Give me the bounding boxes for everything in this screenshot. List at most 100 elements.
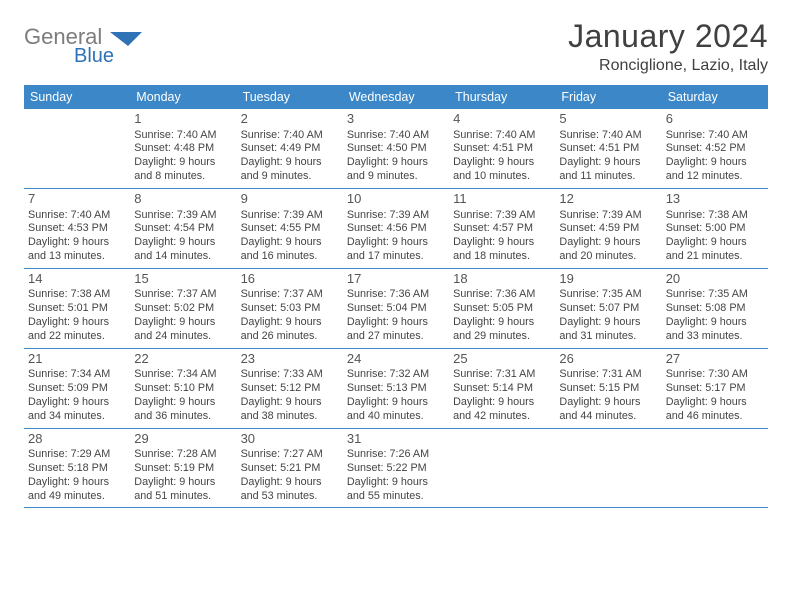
calendar-day: 24Sunrise: 7:32 AMSunset: 5:13 PMDayligh… bbox=[343, 349, 449, 428]
sunset-line: Sunset: 5:10 PM bbox=[134, 382, 232, 396]
sunrise-line: Sunrise: 7:39 AM bbox=[241, 209, 339, 223]
logo-triangle-icon bbox=[110, 32, 142, 46]
sunrise-line: Sunrise: 7:27 AM bbox=[241, 448, 339, 462]
sunset-line: Sunset: 4:59 PM bbox=[559, 222, 657, 236]
sunrise-line: Sunrise: 7:38 AM bbox=[666, 209, 764, 223]
sunrise-line: Sunrise: 7:35 AM bbox=[559, 288, 657, 302]
sunrise-line: Sunrise: 7:40 AM bbox=[241, 129, 339, 143]
calendar-day: 19Sunrise: 7:35 AMSunset: 5:07 PMDayligh… bbox=[555, 269, 661, 348]
sunset-line: Sunset: 4:56 PM bbox=[347, 222, 445, 236]
sunrise-line: Sunrise: 7:39 AM bbox=[453, 209, 551, 223]
daylight-line: Daylight: 9 hours and 12 minutes. bbox=[666, 156, 764, 184]
sunrise-line: Sunrise: 7:34 AM bbox=[28, 368, 126, 382]
daylight-line: Daylight: 9 hours and 29 minutes. bbox=[453, 316, 551, 344]
sunset-line: Sunset: 4:51 PM bbox=[453, 142, 551, 156]
sunset-line: Sunset: 5:14 PM bbox=[453, 382, 551, 396]
day-number: 29 bbox=[134, 431, 232, 448]
sunset-line: Sunset: 5:02 PM bbox=[134, 302, 232, 316]
daylight-line: Daylight: 9 hours and 8 minutes. bbox=[134, 156, 232, 184]
sunrise-line: Sunrise: 7:31 AM bbox=[559, 368, 657, 382]
day-number: 3 bbox=[347, 111, 445, 128]
sunset-line: Sunset: 4:53 PM bbox=[28, 222, 126, 236]
day-number: 18 bbox=[453, 271, 551, 288]
day-number: 21 bbox=[28, 351, 126, 368]
sunset-line: Sunset: 5:18 PM bbox=[28, 462, 126, 476]
calendar-day: 7Sunrise: 7:40 AMSunset: 4:53 PMDaylight… bbox=[24, 189, 130, 268]
sunrise-line: Sunrise: 7:37 AM bbox=[241, 288, 339, 302]
daylight-line: Daylight: 9 hours and 53 minutes. bbox=[241, 476, 339, 504]
sunrise-line: Sunrise: 7:28 AM bbox=[134, 448, 232, 462]
day-number: 27 bbox=[666, 351, 764, 368]
daylight-line: Daylight: 9 hours and 40 minutes. bbox=[347, 396, 445, 424]
day-number: 13 bbox=[666, 191, 764, 208]
daylight-line: Daylight: 9 hours and 26 minutes. bbox=[241, 316, 339, 344]
calendar-header-cell: Wednesday bbox=[343, 85, 449, 109]
daylight-line: Daylight: 9 hours and 10 minutes. bbox=[453, 156, 551, 184]
daylight-line: Daylight: 9 hours and 21 minutes. bbox=[666, 236, 764, 264]
calendar-week-row: 7Sunrise: 7:40 AMSunset: 4:53 PMDaylight… bbox=[24, 189, 768, 269]
day-number: 5 bbox=[559, 111, 657, 128]
sunrise-line: Sunrise: 7:39 AM bbox=[347, 209, 445, 223]
day-number: 25 bbox=[453, 351, 551, 368]
sunrise-line: Sunrise: 7:32 AM bbox=[347, 368, 445, 382]
calendar-day: 15Sunrise: 7:37 AMSunset: 5:02 PMDayligh… bbox=[130, 269, 236, 348]
daylight-line: Daylight: 9 hours and 18 minutes. bbox=[453, 236, 551, 264]
sunrise-line: Sunrise: 7:37 AM bbox=[134, 288, 232, 302]
day-number: 1 bbox=[134, 111, 232, 128]
sunrise-line: Sunrise: 7:40 AM bbox=[28, 209, 126, 223]
calendar-day: 11Sunrise: 7:39 AMSunset: 4:57 PMDayligh… bbox=[449, 189, 555, 268]
sunrise-line: Sunrise: 7:40 AM bbox=[559, 129, 657, 143]
sunrise-line: Sunrise: 7:31 AM bbox=[453, 368, 551, 382]
sunset-line: Sunset: 5:03 PM bbox=[241, 302, 339, 316]
sunset-line: Sunset: 4:49 PM bbox=[241, 142, 339, 156]
title-block: January 2024 Ronciglione, Lazio, Italy bbox=[568, 18, 768, 75]
calendar-week-row: 1Sunrise: 7:40 AMSunset: 4:48 PMDaylight… bbox=[24, 109, 768, 189]
day-number: 20 bbox=[666, 271, 764, 288]
logo-text-blue: Blue bbox=[74, 45, 114, 66]
day-number: 31 bbox=[347, 431, 445, 448]
sunrise-line: Sunrise: 7:26 AM bbox=[347, 448, 445, 462]
daylight-line: Daylight: 9 hours and 38 minutes. bbox=[241, 396, 339, 424]
sunset-line: Sunset: 5:04 PM bbox=[347, 302, 445, 316]
calendar-day-blank bbox=[662, 429, 768, 508]
calendar-header-cell: Friday bbox=[555, 85, 661, 109]
calendar-week-row: 14Sunrise: 7:38 AMSunset: 5:01 PMDayligh… bbox=[24, 269, 768, 349]
sunset-line: Sunset: 4:57 PM bbox=[453, 222, 551, 236]
calendar-week-row: 21Sunrise: 7:34 AMSunset: 5:09 PMDayligh… bbox=[24, 349, 768, 429]
daylight-line: Daylight: 9 hours and 22 minutes. bbox=[28, 316, 126, 344]
sunset-line: Sunset: 5:01 PM bbox=[28, 302, 126, 316]
calendar-day: 29Sunrise: 7:28 AMSunset: 5:19 PMDayligh… bbox=[130, 429, 236, 508]
daylight-line: Daylight: 9 hours and 55 minutes. bbox=[347, 476, 445, 504]
sunrise-line: Sunrise: 7:29 AM bbox=[28, 448, 126, 462]
daylight-line: Daylight: 9 hours and 49 minutes. bbox=[28, 476, 126, 504]
logo: General Blue bbox=[24, 24, 144, 66]
calendar-day: 17Sunrise: 7:36 AMSunset: 5:04 PMDayligh… bbox=[343, 269, 449, 348]
sunrise-line: Sunrise: 7:34 AM bbox=[134, 368, 232, 382]
calendar-day-blank bbox=[24, 109, 130, 188]
sunrise-line: Sunrise: 7:39 AM bbox=[134, 209, 232, 223]
calendar-day: 26Sunrise: 7:31 AMSunset: 5:15 PMDayligh… bbox=[555, 349, 661, 428]
calendar-day: 18Sunrise: 7:36 AMSunset: 5:05 PMDayligh… bbox=[449, 269, 555, 348]
calendar-day: 10Sunrise: 7:39 AMSunset: 4:56 PMDayligh… bbox=[343, 189, 449, 268]
calendar-day: 4Sunrise: 7:40 AMSunset: 4:51 PMDaylight… bbox=[449, 109, 555, 188]
day-number: 8 bbox=[134, 191, 232, 208]
calendar-day: 23Sunrise: 7:33 AMSunset: 5:12 PMDayligh… bbox=[237, 349, 343, 428]
calendar-day: 27Sunrise: 7:30 AMSunset: 5:17 PMDayligh… bbox=[662, 349, 768, 428]
daylight-line: Daylight: 9 hours and 34 minutes. bbox=[28, 396, 126, 424]
calendar-day: 16Sunrise: 7:37 AMSunset: 5:03 PMDayligh… bbox=[237, 269, 343, 348]
daylight-line: Daylight: 9 hours and 17 minutes. bbox=[347, 236, 445, 264]
day-number: 30 bbox=[241, 431, 339, 448]
sunrise-line: Sunrise: 7:36 AM bbox=[453, 288, 551, 302]
sunset-line: Sunset: 5:22 PM bbox=[347, 462, 445, 476]
calendar-header-row: SundayMondayTuesdayWednesdayThursdayFrid… bbox=[24, 85, 768, 109]
daylight-line: Daylight: 9 hours and 31 minutes. bbox=[559, 316, 657, 344]
daylight-line: Daylight: 9 hours and 20 minutes. bbox=[559, 236, 657, 264]
day-number: 15 bbox=[134, 271, 232, 288]
sunset-line: Sunset: 5:12 PM bbox=[241, 382, 339, 396]
sunrise-line: Sunrise: 7:39 AM bbox=[559, 209, 657, 223]
calendar-day: 21Sunrise: 7:34 AMSunset: 5:09 PMDayligh… bbox=[24, 349, 130, 428]
sunset-line: Sunset: 4:51 PM bbox=[559, 142, 657, 156]
sunrise-line: Sunrise: 7:30 AM bbox=[666, 368, 764, 382]
daylight-line: Daylight: 9 hours and 9 minutes. bbox=[241, 156, 339, 184]
day-number: 12 bbox=[559, 191, 657, 208]
